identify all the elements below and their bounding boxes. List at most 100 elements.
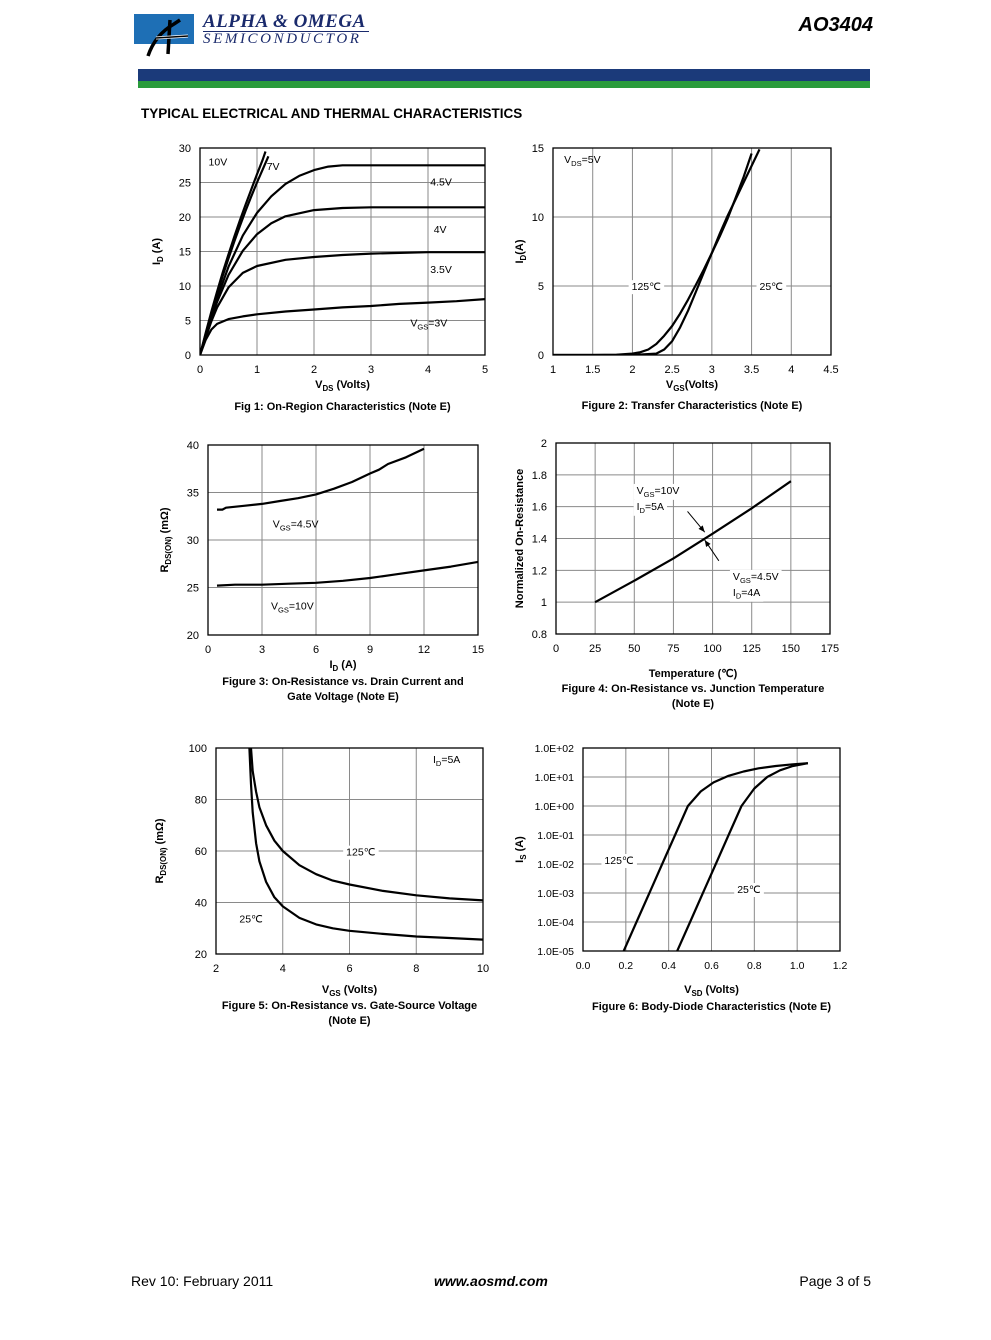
figure-caption: Figure 3: On-Resistance vs. Drain Curren… [222, 676, 463, 688]
series-annotation: 3.5V [430, 264, 452, 276]
series-annotation: VGS=3V [410, 318, 447, 332]
series-annotation: ID=5A [637, 501, 664, 515]
y-tick-label: 0.8 [532, 629, 547, 641]
footer-page-number: Page 3 of 5 [799, 1273, 871, 1289]
annotation-background [628, 280, 665, 295]
company-name-rule [203, 31, 369, 32]
header-band-blue [138, 69, 870, 81]
company-name: ALPHA & OMEGA [203, 11, 366, 32]
figure-caption-line2: (Note E) [328, 1015, 371, 1027]
x-tick-label: 0.2 [619, 960, 634, 972]
annotation-background [633, 499, 667, 516]
alpha-omega-logo-icon [134, 14, 194, 57]
x-tick-label: 0 [553, 643, 559, 655]
figure-caption: Fig 1: On-Region Characteristics (Note E… [234, 401, 451, 413]
series-line [200, 298, 485, 355]
x-tick-label: 3 [368, 364, 374, 376]
series-annotation: VGS=4.5V [733, 571, 779, 585]
x-tick-label: 50 [628, 643, 640, 655]
figure-caption: Figure 4: On-Resistance vs. Junction Tem… [562, 683, 825, 695]
y-tick-label: 30 [179, 143, 191, 155]
x-tick-label: 175 [821, 643, 839, 655]
series-annotation: 25℃ [760, 281, 784, 293]
annotation-background [729, 585, 764, 602]
y-axis-label: Normalized On-Resistance [514, 469, 526, 608]
y-tick-label: 30 [187, 535, 199, 547]
annotation-background [729, 569, 782, 586]
x-tick-label: 150 [782, 643, 800, 655]
plot-frame [552, 147, 832, 356]
plot-frame [582, 747, 841, 952]
y-tick-label: 1.4 [532, 534, 547, 546]
x-tick-label: 1.0 [790, 960, 805, 972]
series-line [553, 148, 761, 355]
annotation-arrowhead [698, 525, 705, 533]
x-axis-label: ID (A) [329, 659, 356, 673]
x-tick-label: 1.2 [833, 960, 848, 972]
series-annotation: 4V [434, 224, 447, 236]
footer-revision: Rev 10: February 2011 [131, 1273, 274, 1289]
series-annotation: 125℃ [604, 855, 634, 867]
plot-frame [555, 442, 831, 635]
x-tick-label: 4 [425, 364, 431, 376]
y-tick-label: 100 [189, 743, 207, 755]
y-tick-label: 5 [538, 281, 544, 293]
series-annotation: 7V [267, 161, 280, 173]
series-annotation: 4.5V [430, 176, 452, 188]
y-tick-label: 0 [538, 350, 544, 362]
x-tick-label: 0.4 [661, 960, 676, 972]
x-tick-label: 2.5 [664, 364, 679, 376]
x-tick-label: 0 [205, 644, 211, 656]
series-annotation: 125℃ [346, 847, 376, 859]
figure-caption-line2: Gate Voltage (Note E) [287, 691, 399, 703]
x-tick-label: 1.5 [585, 364, 600, 376]
fig1-on-region-chart: 0 1 2 3 4 5 0 5 10 15 20 25 30 10V 7V 4.5V 4V 3.5V VGS=3V V… [151, 143, 488, 413]
x-tick-label: 2 [311, 364, 317, 376]
y-tick-label: 20 [195, 949, 207, 961]
series-line [622, 762, 808, 951]
y-tick-label: 1.2 [532, 565, 547, 577]
x-tick-label: 12 [418, 644, 430, 656]
x-tick-label: 8 [413, 963, 419, 975]
fig6-body-diode-chart: 0.0 0.2 0.4 0.6 0.8 1.0 1.2 1.0E-05 1.0E-04 1.0E-… [514, 743, 848, 1013]
header-band-green [138, 81, 870, 88]
footer-website[interactable]: www.aosmd.com [434, 1273, 548, 1289]
series-annotation: ID=4A [733, 587, 760, 601]
annotation-background [343, 845, 379, 860]
x-tick-label: 6 [346, 963, 352, 975]
x-tick-label: 3 [709, 364, 715, 376]
fig4-rdson-vs-temp-chart: 0 25 50 75 100 125 150 175 0.8 1 1.2 1.4 1.6 1.8 2 VGS=… [514, 438, 839, 710]
series-annotation: 125℃ [632, 281, 662, 293]
y-tick-label: 25 [187, 583, 199, 595]
y-axis-label: ID (A) [151, 238, 165, 265]
series-line [200, 206, 485, 355]
y-tick-label: 35 [187, 488, 199, 500]
section-title: TYPICAL ELECTRICAL AND THERMAL CHARACTER… [141, 106, 523, 121]
x-tick-label: 0.6 [704, 960, 719, 972]
series-annotation: 10V [209, 156, 228, 168]
x-tick-label: 15 [472, 644, 484, 656]
x-tick-label: 4 [280, 963, 286, 975]
y-tick-label: 10 [179, 281, 191, 293]
series-annotation: 25℃ [239, 913, 263, 925]
series-annotation: VGS=4.5V [273, 519, 319, 533]
x-tick-label: 25 [589, 643, 601, 655]
y-tick-label: 20 [187, 630, 199, 642]
annotation-background [601, 854, 637, 868]
y-tick-label: 1.0E-01 [537, 830, 574, 842]
y-tick-label: 80 [195, 795, 207, 807]
annotation-background [756, 280, 787, 295]
x-tick-label: 75 [667, 643, 679, 655]
y-tick-label: 1.8 [532, 470, 547, 482]
series-line [553, 153, 753, 355]
series-annotation: VDS=5V [564, 154, 600, 168]
y-tick-label: 2 [541, 438, 547, 450]
y-tick-label: 25 [179, 178, 191, 190]
y-tick-label: 1.0E+00 [535, 801, 575, 813]
x-tick-label: 3 [259, 644, 265, 656]
x-axis-label: VGS (Volts) [322, 984, 378, 998]
y-tick-label: 1.0E+01 [535, 772, 575, 784]
y-axis-label: RDS(ON) (mΩ) [159, 507, 173, 572]
series-line [200, 251, 485, 355]
x-tick-label: 0.8 [747, 960, 762, 972]
